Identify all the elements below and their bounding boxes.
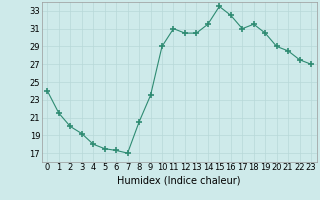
- X-axis label: Humidex (Indice chaleur): Humidex (Indice chaleur): [117, 175, 241, 185]
